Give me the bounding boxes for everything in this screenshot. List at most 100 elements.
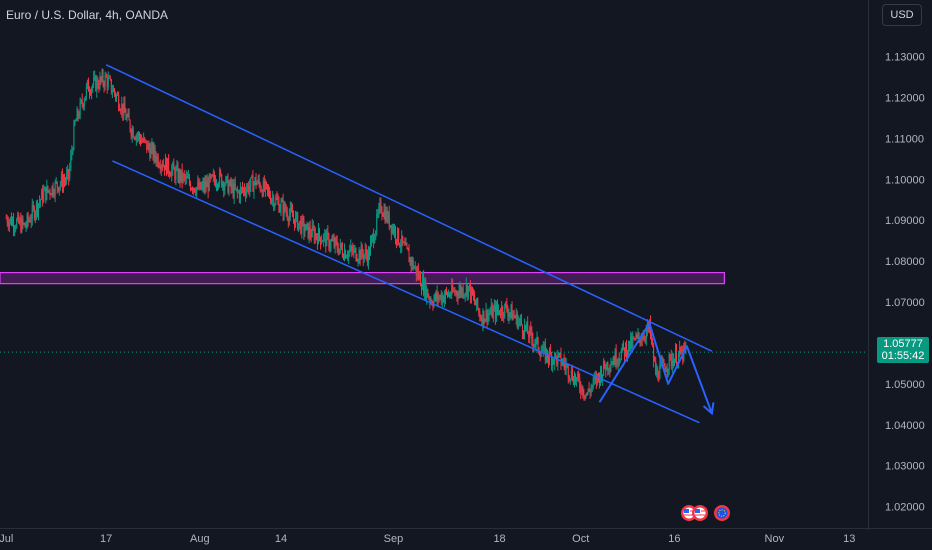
candle-body <box>94 76 96 78</box>
candle-body <box>512 314 514 321</box>
candle-body <box>168 158 170 173</box>
candle-body <box>561 363 563 365</box>
candle-body <box>346 256 348 258</box>
candle-body <box>104 75 106 87</box>
candle-body <box>187 177 189 179</box>
candle-body <box>68 169 70 179</box>
candle-body <box>269 190 271 198</box>
flag-us-icon[interactable] <box>681 505 697 521</box>
time-tick-label: 16 <box>668 533 680 545</box>
candle-body <box>430 301 432 303</box>
candle-body <box>109 77 111 80</box>
candle-body <box>534 344 536 346</box>
candle-body <box>178 170 180 181</box>
candle-body <box>81 100 83 105</box>
candle-body <box>332 239 334 241</box>
candle-body <box>309 227 311 235</box>
candle-body <box>413 267 415 269</box>
globe-event-icon[interactable] <box>714 505 730 521</box>
price-tick-label: 1.02000 <box>885 502 925 514</box>
candle-body <box>13 219 15 230</box>
candle-body <box>6 218 8 224</box>
candle-body <box>636 335 638 337</box>
candle-body <box>472 287 474 295</box>
candle-body <box>356 260 358 262</box>
candle-body <box>17 214 19 220</box>
candle-body <box>653 345 655 361</box>
candle-body <box>243 188 245 191</box>
candle-body <box>585 393 587 398</box>
candle-body <box>229 180 231 186</box>
candle-body <box>215 184 217 187</box>
candle-body <box>437 292 439 300</box>
candle-body <box>382 214 384 217</box>
candle-body <box>340 243 342 249</box>
candle-body <box>182 174 184 182</box>
candle-body <box>632 338 634 347</box>
currency-button[interactable]: USD <box>882 4 922 26</box>
candle-body <box>345 250 347 258</box>
candle-body <box>310 234 312 237</box>
candle-body <box>8 221 10 227</box>
candle-body <box>254 177 256 184</box>
candle-body <box>222 182 224 187</box>
candle-body <box>195 191 197 194</box>
candle-body <box>25 226 27 228</box>
candle-body <box>230 180 232 189</box>
candle-body <box>600 369 602 383</box>
candle-body <box>669 354 671 356</box>
candle-body <box>48 190 50 192</box>
candle-body <box>312 225 314 230</box>
candle-body <box>66 173 68 181</box>
candle-body <box>550 350 552 355</box>
candle-body <box>231 184 233 189</box>
candle-body <box>133 137 135 139</box>
candle-body <box>299 220 301 224</box>
candle-body <box>34 213 36 219</box>
candle-body <box>124 102 126 113</box>
support-resistance-zone <box>0 271 725 285</box>
candle-body <box>273 197 275 208</box>
candle-body <box>448 293 450 296</box>
candle-body <box>99 76 101 89</box>
candle-body <box>162 164 164 167</box>
candle-body <box>227 176 229 193</box>
candle-body <box>206 181 208 188</box>
candle-body <box>579 379 581 389</box>
candle-body <box>641 339 643 341</box>
candle-body <box>578 373 580 380</box>
candle-body <box>36 202 38 214</box>
candle-body <box>371 237 373 243</box>
candle-body <box>248 184 250 192</box>
candle-body <box>171 169 173 177</box>
candle-body <box>337 249 339 254</box>
candle-body <box>671 360 673 366</box>
candle-body <box>315 233 317 238</box>
candle-body <box>421 286 423 290</box>
candle-body <box>208 175 210 192</box>
candle-body <box>160 165 162 169</box>
candle-body <box>366 255 368 264</box>
candle-body <box>145 139 147 141</box>
candle-body <box>281 200 283 202</box>
candle-body <box>49 190 51 195</box>
flag-us-icon[interactable] <box>692 505 708 521</box>
candle-body <box>454 290 456 294</box>
candle-body <box>589 390 591 393</box>
candle-body <box>232 184 234 197</box>
candle-body <box>218 183 220 187</box>
candle-body <box>266 184 268 190</box>
candle-body <box>470 287 472 300</box>
candle-body <box>116 94 118 98</box>
candle-body <box>322 241 324 243</box>
candle-body <box>404 242 406 246</box>
candle-body <box>357 260 359 262</box>
candle-body <box>410 257 412 266</box>
candle-body <box>321 241 323 244</box>
candle-body <box>92 85 94 89</box>
candle-body <box>236 188 238 193</box>
candle-body <box>98 86 100 89</box>
candle-body <box>565 364 567 369</box>
